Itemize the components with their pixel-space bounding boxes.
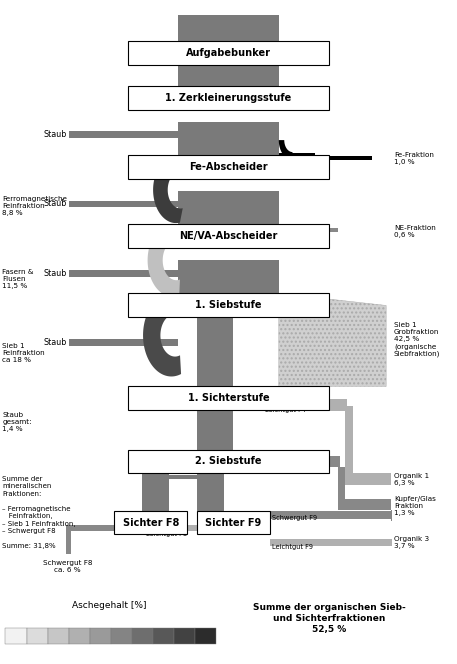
- Bar: [391, 510, 392, 521]
- Text: Staub: Staub: [44, 130, 67, 139]
- Bar: [195, 628, 216, 644]
- Bar: [111, 628, 132, 644]
- Text: Schwergut F8
ca. 6 %: Schwergut F8 ca. 6 %: [43, 560, 92, 573]
- Text: Sichter F9: Sichter F9: [205, 517, 261, 528]
- Bar: [197, 410, 233, 450]
- Text: NE/VA-Abscheider: NE/VA-Abscheider: [179, 231, 278, 242]
- Bar: [128, 386, 329, 410]
- Bar: [128, 450, 329, 473]
- Text: Organik 3
3,7 %: Organik 3 3,7 %: [394, 536, 429, 549]
- Bar: [391, 539, 392, 546]
- Bar: [27, 628, 48, 644]
- Text: Aufgabebunker: Aufgabebunker: [186, 48, 271, 58]
- Text: 50: 50: [117, 633, 125, 639]
- Bar: [128, 86, 329, 110]
- Bar: [128, 155, 329, 179]
- Bar: [292, 156, 372, 160]
- Bar: [69, 201, 178, 207]
- Text: Organik 1
6,3 %: Organik 1 6,3 %: [394, 473, 429, 486]
- Bar: [69, 270, 178, 277]
- Bar: [142, 475, 224, 479]
- Bar: [128, 224, 329, 248]
- Bar: [66, 525, 142, 531]
- Text: Aschegehalt [%]: Aschegehalt [%]: [72, 601, 147, 610]
- Text: 80: 80: [181, 633, 188, 639]
- Bar: [114, 511, 187, 534]
- Bar: [69, 131, 178, 138]
- Text: Summe der
mineralischen
Fraktionen:

– Ferromagnetische
   Feinfraktion,
– Sieb : Summe der mineralischen Fraktionen: – Fe…: [2, 476, 76, 549]
- Bar: [69, 628, 90, 644]
- Text: 20: 20: [54, 633, 62, 639]
- Bar: [66, 525, 71, 554]
- Text: Staub: Staub: [44, 269, 67, 278]
- Text: 1. Zerkleinerungsstufe: 1. Zerkleinerungsstufe: [165, 93, 292, 104]
- Polygon shape: [242, 386, 279, 440]
- Bar: [338, 499, 391, 510]
- Bar: [345, 473, 391, 485]
- Bar: [132, 628, 153, 644]
- Bar: [197, 511, 270, 534]
- Bar: [5, 628, 27, 644]
- Text: Leichtgut F8: Leichtgut F8: [146, 531, 187, 537]
- Polygon shape: [153, 157, 183, 223]
- Bar: [90, 628, 111, 644]
- Bar: [69, 339, 178, 346]
- Bar: [197, 473, 224, 511]
- Bar: [279, 153, 315, 160]
- Text: 2. Siebstufe: 2. Siebstufe: [195, 456, 262, 467]
- Text: Summe der organischen Sieb-
und Sichterfraktionen
52,5 %: Summe der organischen Sieb- und Sichterf…: [253, 604, 405, 634]
- Text: Ferromagnetische
Feinfraktion
8,8 %: Ferromagnetische Feinfraktion 8,8 %: [2, 196, 67, 216]
- Polygon shape: [279, 140, 292, 160]
- Text: 1. Sichterstufe: 1. Sichterstufe: [188, 393, 269, 404]
- Bar: [391, 511, 392, 519]
- Text: Fasern &
Flusen
11,5 %: Fasern & Flusen 11,5 %: [2, 269, 34, 289]
- Bar: [142, 473, 169, 511]
- Bar: [178, 191, 279, 224]
- Text: 1: 1: [14, 633, 18, 639]
- Text: 60: 60: [138, 633, 146, 639]
- Text: Staub: Staub: [44, 199, 67, 208]
- Bar: [128, 41, 329, 65]
- Text: Fe-Abscheider: Fe-Abscheider: [189, 162, 268, 173]
- Bar: [48, 628, 69, 644]
- Bar: [178, 122, 279, 155]
- Text: Kupfer/Glas
Fraktion
1,3 %: Kupfer/Glas Fraktion 1,3 %: [394, 496, 436, 516]
- Bar: [233, 456, 340, 467]
- Polygon shape: [143, 294, 181, 376]
- Text: 70: 70: [159, 633, 167, 639]
- Text: NE-Fraktion
0,6 %: NE-Fraktion 0,6 %: [394, 225, 436, 238]
- Text: 10: 10: [33, 633, 41, 639]
- Polygon shape: [148, 224, 180, 297]
- Text: 90: 90: [202, 633, 209, 639]
- Bar: [270, 511, 391, 519]
- Bar: [153, 628, 174, 644]
- Bar: [197, 317, 233, 386]
- Text: 1. Siebstufe: 1. Siebstufe: [195, 300, 262, 311]
- Bar: [128, 293, 329, 317]
- Bar: [279, 228, 338, 232]
- Text: 30: 30: [75, 633, 83, 639]
- Text: Leichtgut F9: Leichtgut F9: [272, 544, 313, 550]
- Text: Sieb 1
Feinfraktion
ca 18 %: Sieb 1 Feinfraktion ca 18 %: [2, 343, 45, 363]
- Bar: [187, 525, 270, 531]
- Text: Staub
gesamt:
1,4 %: Staub gesamt: 1,4 %: [2, 412, 32, 432]
- Text: Schwergut F9: Schwergut F9: [272, 515, 317, 521]
- Text: Leichtgut F4: Leichtgut F4: [265, 407, 306, 414]
- Bar: [178, 65, 279, 86]
- Bar: [345, 406, 353, 485]
- Text: Fe-Fraktion
1,0 %: Fe-Fraktion 1,0 %: [394, 151, 434, 165]
- Text: Sieb 1
Grobfraktion
42,5 %
(organische
Siebfraktion): Sieb 1 Grobfraktion 42,5 % (organische S…: [394, 323, 440, 357]
- Polygon shape: [279, 293, 386, 386]
- Bar: [270, 539, 391, 546]
- Text: Sieb 2 Grobfraktion: Sieb 2 Grobfraktion: [242, 463, 307, 469]
- Text: Sichter F8: Sichter F8: [122, 517, 179, 528]
- Bar: [338, 467, 345, 510]
- Bar: [178, 15, 279, 41]
- Text: 40: 40: [96, 633, 104, 639]
- Text: Staub: Staub: [44, 338, 67, 347]
- Bar: [233, 399, 347, 411]
- Bar: [174, 628, 195, 644]
- Bar: [178, 260, 279, 293]
